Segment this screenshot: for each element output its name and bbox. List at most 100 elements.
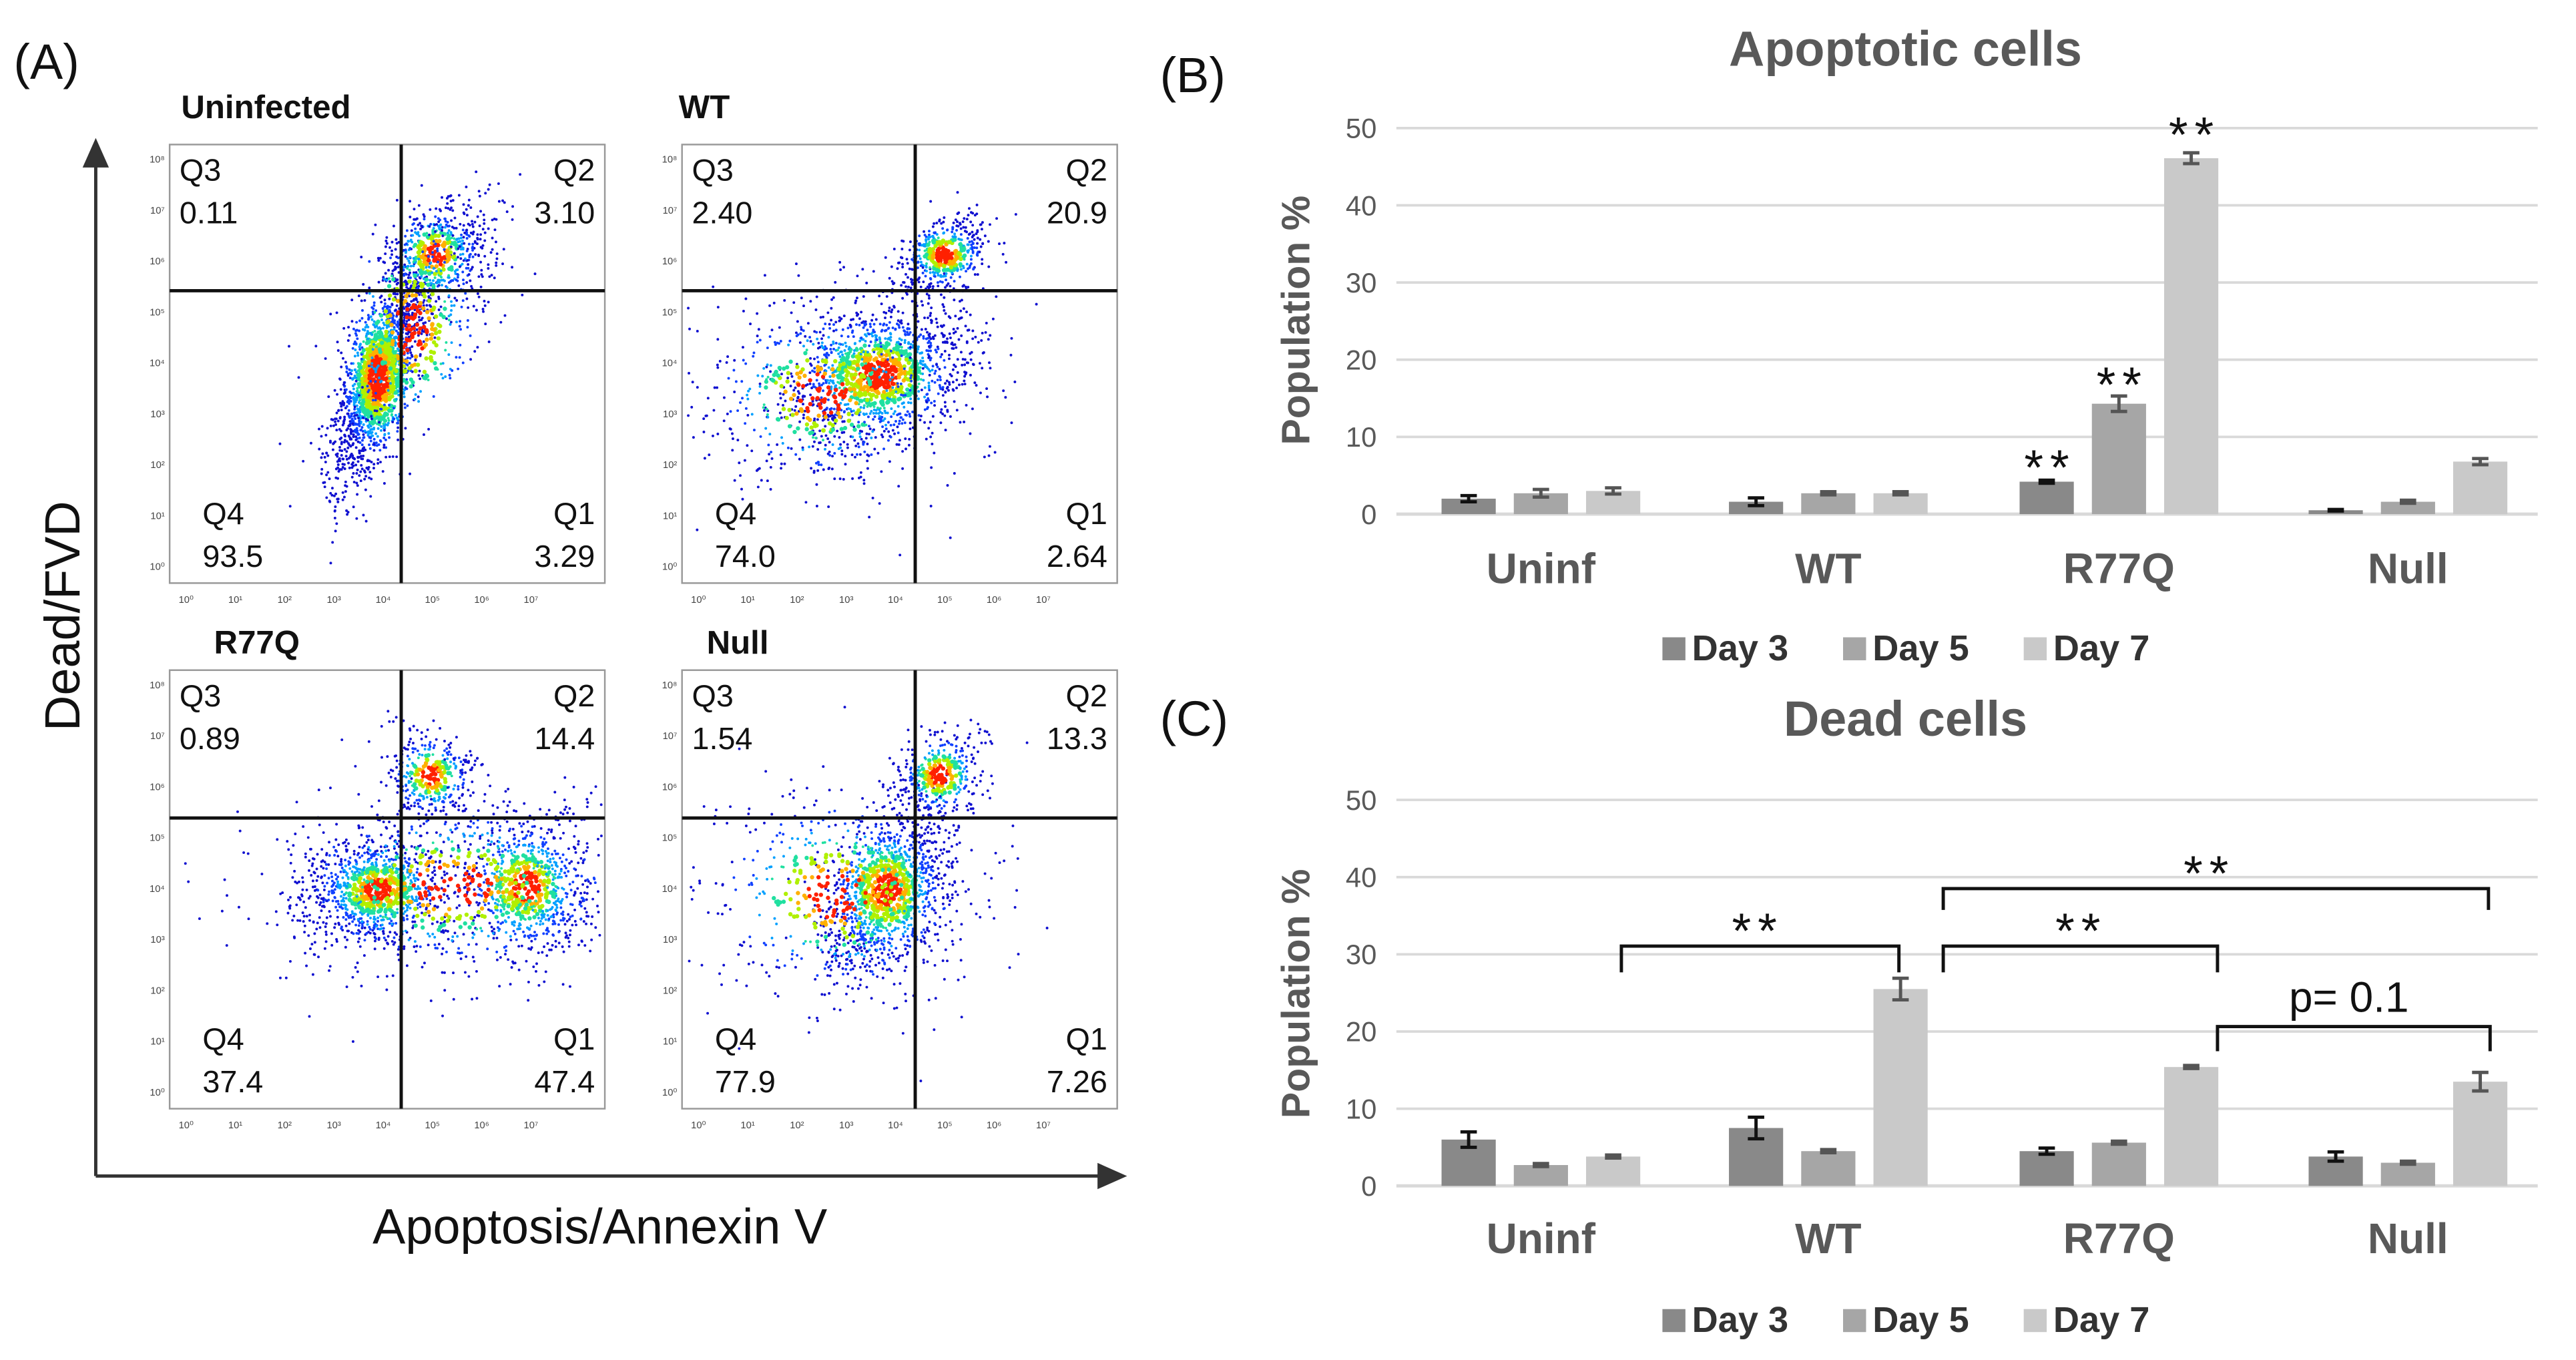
scatter-point <box>746 393 749 397</box>
scatter-point <box>445 250 450 254</box>
scatter-point <box>352 505 355 509</box>
scatter-point <box>817 341 820 345</box>
scatter-point <box>435 207 438 210</box>
scatter-point <box>955 409 959 412</box>
scatter-point <box>339 388 342 391</box>
scatter-point <box>880 330 883 333</box>
scatter-point <box>885 323 888 326</box>
scatter-point <box>805 406 810 411</box>
scatter-point <box>391 413 393 416</box>
scatter-point <box>909 415 912 418</box>
scatter-point <box>849 348 852 351</box>
scatter-point <box>975 246 979 250</box>
scatter-point <box>822 389 825 393</box>
scatter-point <box>886 384 891 389</box>
scatter-point <box>779 340 782 343</box>
scatter-point <box>382 422 385 425</box>
scatter-point <box>896 397 901 402</box>
scatter-point <box>393 417 396 421</box>
scatter-point <box>336 419 340 423</box>
scatter-point <box>935 321 939 324</box>
scatter-point <box>441 234 445 238</box>
scatter-point <box>900 338 903 342</box>
scatter-point <box>967 214 970 217</box>
scatter-point <box>918 244 921 247</box>
scatter-point <box>966 236 969 240</box>
scatter-point <box>901 296 905 300</box>
scatter-point <box>956 268 959 271</box>
scatter-point <box>461 262 464 266</box>
scatter-point <box>816 448 820 451</box>
scatter-point <box>391 297 397 302</box>
scatter-point <box>378 313 384 318</box>
scatter-point <box>818 330 822 334</box>
scatter-point <box>855 453 858 456</box>
scatter-point <box>868 412 872 415</box>
y-tick-label: 10⁰ <box>150 562 164 573</box>
scatter-point <box>462 282 465 286</box>
scatter-point <box>943 216 946 219</box>
scatter-point <box>775 417 780 422</box>
scatter-point <box>962 226 965 229</box>
scatter-point <box>457 367 460 371</box>
scatter-point <box>826 379 829 382</box>
scatter-point <box>881 425 884 429</box>
q2-label: Q2 <box>553 153 595 188</box>
scatter-point <box>497 200 501 203</box>
scatter-point <box>980 228 983 231</box>
scatter-point <box>731 449 734 452</box>
scatter-point <box>465 228 469 232</box>
scatter-point <box>341 357 344 360</box>
scatter-point <box>945 278 948 282</box>
scatter-point <box>794 405 798 408</box>
scatter-point <box>405 326 409 332</box>
scatter-point <box>487 300 490 304</box>
scatter-point <box>417 284 421 288</box>
flow-plots: 10⁰10⁰10¹10¹10²10²10³10³10⁴10⁴10⁵10⁵10⁶1… <box>150 89 1118 1131</box>
y-tick-label: 10³ <box>663 409 677 420</box>
scatter-point <box>969 232 971 236</box>
scatter-point <box>382 419 388 423</box>
scatter-point <box>919 361 922 365</box>
scatter-point <box>385 242 389 245</box>
scatter-point <box>928 389 931 392</box>
scatter-point <box>392 354 397 359</box>
scatter-point <box>352 362 355 365</box>
scatter-point <box>439 209 443 212</box>
scatter-point <box>355 320 358 324</box>
scatter-point <box>959 268 963 271</box>
scatter-point <box>843 349 846 352</box>
scatter-point <box>897 422 900 425</box>
scatter-point <box>487 263 490 266</box>
scatter-point <box>440 276 443 279</box>
scatter-point <box>794 453 798 456</box>
scatter-point <box>419 227 423 230</box>
scatter-point <box>403 406 407 409</box>
scatter-point <box>346 938 349 941</box>
scatter-point <box>427 379 430 381</box>
scatter-point <box>980 339 983 342</box>
scatter-point <box>929 435 933 439</box>
scatter-point <box>424 321 427 324</box>
scatter-point <box>910 379 913 383</box>
scatter-point <box>348 867 352 870</box>
scatter-point <box>320 435 323 438</box>
scatter-point <box>425 310 430 314</box>
scatter-point <box>351 347 354 350</box>
scatter-point <box>900 247 904 250</box>
scatter-point <box>809 340 812 343</box>
scatter-point <box>388 455 391 459</box>
scatter-point <box>933 404 937 407</box>
x-tick-label: 10² <box>790 595 804 606</box>
scatter-point <box>366 467 370 471</box>
scatter-point <box>353 355 356 358</box>
scatter-point <box>769 465 772 469</box>
scatter-point <box>409 357 412 360</box>
scatter-point <box>397 321 401 324</box>
scatter-point <box>766 415 770 419</box>
scatter-point <box>922 379 925 382</box>
scatter-point <box>428 233 431 236</box>
scatter-point <box>834 341 838 345</box>
scatter-point <box>395 397 398 401</box>
scatter-point <box>797 375 802 380</box>
